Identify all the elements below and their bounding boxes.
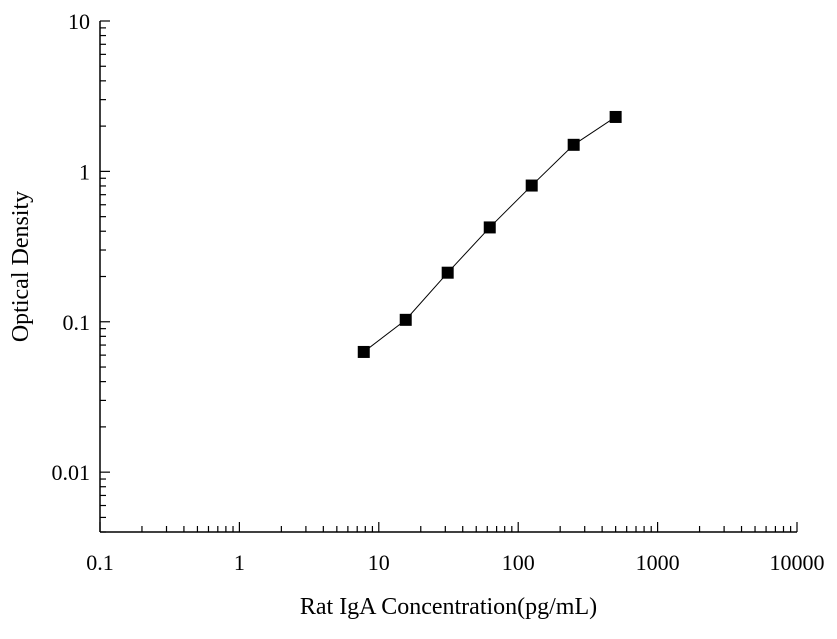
x-tick-label: 10000 xyxy=(770,550,825,575)
data-point-marker xyxy=(567,138,580,151)
data-point-marker xyxy=(609,110,622,123)
y-axis-title: Optical Density xyxy=(8,191,34,342)
data-point-marker xyxy=(357,345,370,358)
y-axis-ticks: 0.01 0.1 1 10 xyxy=(52,9,110,533)
data-points xyxy=(357,110,622,358)
data-point-marker xyxy=(525,179,538,192)
x-tick-label: 10 xyxy=(368,550,390,575)
x-tick-label: 1 xyxy=(234,550,245,575)
x-axis-title: Rat IgA Concentration(pg/mL) xyxy=(300,594,597,620)
data-point-marker xyxy=(483,221,496,234)
x-axis-ticks: 0.1 1 10 100 1000 10000 xyxy=(86,522,825,575)
x-tick-label: 0.1 xyxy=(86,550,114,575)
data-point-marker xyxy=(399,313,412,326)
y-tick-label: 10 xyxy=(68,9,90,34)
y-tick-label: 1 xyxy=(79,159,90,184)
data-point-marker xyxy=(441,266,454,279)
x-tick-label: 1000 xyxy=(636,550,680,575)
y-tick-label: 0.01 xyxy=(52,460,91,485)
y-tick-label: 0.1 xyxy=(63,310,91,335)
x-tick-label: 100 xyxy=(502,550,535,575)
